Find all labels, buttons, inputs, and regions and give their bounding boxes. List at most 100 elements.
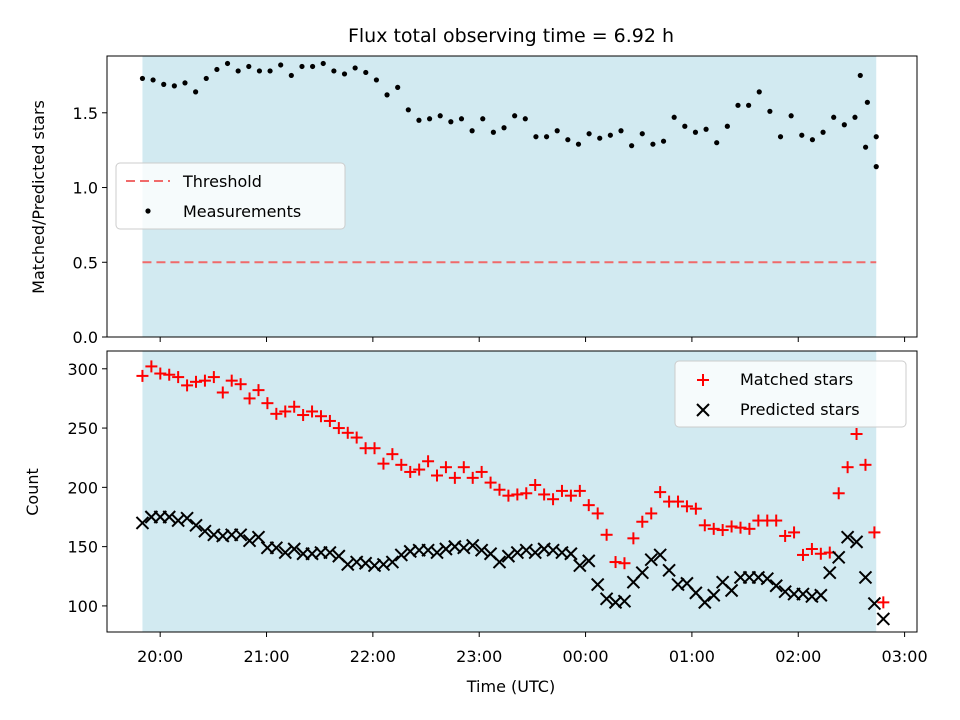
- bottom-x-tick-label: 01:00: [669, 647, 715, 666]
- matched-star-point: [859, 458, 872, 471]
- bottom-legend: Matched stars Predicted stars: [674, 360, 907, 428]
- predicted-star-point: [269, 541, 284, 555]
- predicted-star-point: [644, 552, 658, 567]
- matched-star-point: [716, 524, 729, 537]
- measurement-point: [416, 117, 422, 123]
- measurement-point: [873, 164, 879, 170]
- matched-star-point: [591, 507, 604, 520]
- measurement-point: [746, 102, 752, 108]
- matched-star-point: [672, 495, 685, 508]
- predicted-star-point: [474, 543, 489, 557]
- matched-star-point: [350, 431, 363, 444]
- predicted-star-point: [760, 571, 774, 586]
- matched-star-point: [252, 384, 265, 397]
- measurement-point: [214, 66, 220, 73]
- matched-star-point: [163, 368, 176, 381]
- predicted-star-point: [867, 596, 882, 611]
- matched-star-point: [306, 405, 319, 418]
- measurement-point: [501, 125, 507, 131]
- measurement-point: [171, 83, 177, 89]
- bottom-x-ticks: 20:00 21:00 22:00 23:00 00:00 01:00 02:00 03:00: [137, 632, 928, 666]
- matched-star-point: [734, 521, 747, 534]
- bottom-legend-box: [674, 360, 907, 428]
- matched-star-point: [439, 461, 452, 474]
- measurement-point: [586, 131, 592, 137]
- predicted-star-point: [278, 545, 292, 560]
- measurement-point: [618, 128, 624, 134]
- measurement-point: [692, 129, 699, 135]
- matched-star-point: [636, 515, 649, 528]
- matched-star-point: [547, 493, 560, 506]
- measurement-point: [458, 116, 465, 122]
- predicted-star-point: [519, 543, 533, 557]
- matched-star-point: [475, 465, 488, 478]
- matched-star-point: [422, 455, 435, 468]
- matched-star-point: [805, 543, 818, 556]
- predicted-star-point: [617, 594, 632, 608]
- measurement-point: [150, 77, 156, 83]
- matched-star-point: [332, 422, 345, 435]
- matched-star-point: [573, 484, 586, 497]
- matched-star-point: [511, 488, 524, 501]
- predicted-star-point: [439, 542, 453, 556]
- matched-star-point: [466, 471, 479, 484]
- predicted-star-point: [501, 549, 516, 563]
- matched-star-point: [582, 499, 595, 512]
- matched-star-point: [832, 487, 845, 500]
- top-title: Flux total observing time = 6.92 h: [348, 25, 674, 47]
- predicted-star-point: [546, 543, 560, 557]
- matched-star-point: [323, 414, 336, 427]
- bottom-y-tick-label: 100: [67, 597, 98, 616]
- predicted-star-point: [599, 592, 614, 606]
- matched-star-point: [377, 457, 390, 470]
- predicted-star-point: [421, 543, 435, 557]
- bottom-y-tick-label: 300: [67, 360, 98, 379]
- matched-star-point: [564, 489, 577, 502]
- measurement-point: [448, 119, 454, 125]
- measurement-point: [139, 75, 146, 82]
- predicted-star-point: [858, 570, 873, 585]
- matched-star-point: [386, 448, 399, 461]
- matched-star-point: [368, 442, 381, 455]
- matched-star-point: [770, 514, 783, 527]
- measurement-point: [831, 114, 837, 120]
- measurement-point: [161, 81, 167, 87]
- matched-star-point: [314, 410, 327, 423]
- matched-star-point: [207, 371, 220, 384]
- measurement-point: [426, 116, 433, 122]
- measurement-point: [735, 102, 741, 108]
- matched-star-point: [190, 375, 203, 388]
- top-y-ticks: 0.0 0.5 1.0 1.5: [73, 104, 107, 347]
- matched-star-point: [136, 369, 149, 382]
- matched-star-point: [154, 367, 167, 380]
- measurement-point: [841, 122, 847, 128]
- predicted-star-point: [457, 541, 471, 555]
- measurement-point: [671, 114, 677, 120]
- bottom-x-tick-label: 21:00: [243, 647, 289, 666]
- matched-star-point: [172, 371, 185, 384]
- top-axes-frame: [106, 55, 918, 338]
- measurement-point: [224, 60, 231, 67]
- matched-star-point: [868, 526, 881, 539]
- predicted-star-point: [323, 545, 337, 560]
- matched-star-point: [609, 556, 622, 569]
- bottom-y-tick-label: 250: [67, 419, 98, 438]
- predicted-star-point: [840, 530, 855, 544]
- measurement-point: [682, 123, 688, 129]
- measurement-point: [341, 71, 348, 77]
- measurement-point: [820, 129, 826, 135]
- measurement-point: [256, 68, 263, 74]
- predicted-star-point: [242, 533, 257, 548]
- measurement-point: [639, 131, 645, 137]
- legend-measurements-swatch: [145, 208, 151, 214]
- matched-star-point: [457, 461, 470, 474]
- predicted-star-point: [823, 566, 837, 580]
- top-y-tick-label: 1.5: [73, 104, 98, 123]
- predicted-star-point: [528, 545, 542, 560]
- top-x-ticks: [159, 337, 906, 342]
- measurement-point: [864, 99, 870, 105]
- predicted-star-point: [698, 595, 712, 610]
- measurement-point: [469, 128, 475, 134]
- measurement-point: [278, 62, 284, 68]
- predicted-star-point: [358, 556, 373, 570]
